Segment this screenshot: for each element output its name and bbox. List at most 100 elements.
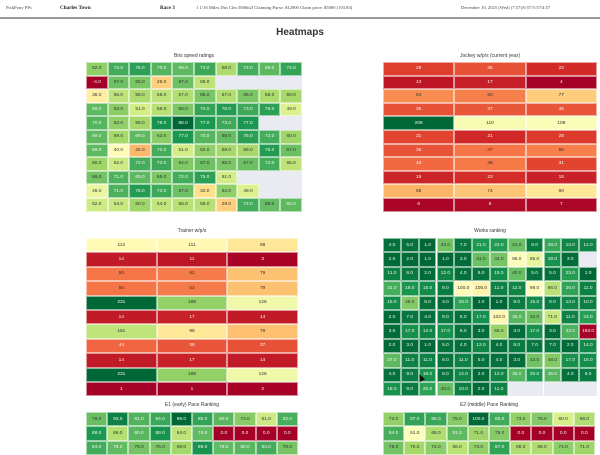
- heatmap-cell: 58.0: [258, 89, 281, 103]
- heatmap-title: Bris speed ratings: [173, 53, 215, 59]
- heatmap-cell: 4.0: [418, 310, 437, 325]
- empty-cell: [579, 252, 597, 267]
- heatmap-cell: 12.0: [436, 266, 455, 282]
- heatmap-cell: 1.0: [490, 295, 508, 310]
- heatmap-cell: 0.0: [573, 426, 595, 441]
- heatmap-cell: 3.0: [454, 252, 473, 267]
- heatmap-cell: 69.0: [170, 440, 192, 455]
- empty-cell: [258, 75, 281, 90]
- heatmap-cell: 0.0: [552, 426, 574, 441]
- heatmap-cell: 40.0: [436, 382, 455, 397]
- heatmap-cell: 33.0: [561, 324, 580, 339]
- heatmap-cell: 44: [86, 338, 157, 354]
- heatmap-cell: 1: [156, 382, 228, 397]
- heatmap-cell: 85.0: [525, 252, 544, 267]
- heatmap-cell: 68.0: [215, 130, 238, 144]
- heatmap-cell: 51.0: [172, 143, 194, 158]
- heatmap-cell: 231: [86, 367, 157, 382]
- race-info: 1 1/16 Miles Dirt Clm 5000n2l Claiming P…: [196, 5, 353, 10]
- heatmap-cell: 1: [86, 382, 157, 397]
- heatmap-cell: 81.0: [446, 426, 468, 441]
- heatmap-cell: 90: [525, 184, 597, 198]
- heatmap-cell: 73.0: [194, 62, 216, 76]
- heatmap-cell: 51.0: [404, 426, 426, 441]
- heatmap-cell: 56.0: [194, 198, 216, 212]
- heatmap-cell: 206: [383, 116, 455, 130]
- heatmap-cell: 12.0: [418, 324, 437, 339]
- heatmap-cell: 40.0: [507, 266, 526, 282]
- heatmap-cell: 18.0: [383, 382, 401, 397]
- heatmap-cell: 36: [525, 102, 597, 117]
- heatmap-cell: 2.0: [383, 310, 401, 325]
- heatmap-cell: 17: [156, 353, 228, 368]
- heatmap-title: E2 (middle) Pace Ranking: [459, 402, 519, 408]
- empty-cell: [237, 75, 259, 90]
- heatmap-cell: 4.0: [490, 338, 508, 354]
- heatmap-cell: 12.0: [472, 338, 490, 354]
- heatmap-cell: 9.0: [436, 310, 455, 325]
- heatmap-cell: 55.0: [490, 324, 508, 339]
- page-title: Heatmaps: [276, 27, 324, 38]
- heatmap-cell: 5.0: [454, 310, 473, 325]
- heatmap-cell: 76.0: [258, 143, 281, 158]
- heatmap-cell: 81.0: [128, 412, 150, 427]
- heatmap-cell: 2.0: [561, 338, 580, 354]
- heatmap-cell: 9.0: [579, 367, 597, 382]
- heatmap-cell: 0.0: [531, 426, 553, 441]
- empty-cell: [507, 382, 526, 397]
- heatmap-cell: 11.0: [490, 382, 508, 397]
- heatmap-cell: 4.0: [490, 353, 508, 368]
- heatmap-cell: 5.0: [525, 266, 544, 282]
- heatmap-cell: 77.0: [194, 116, 216, 130]
- heatmap-cell: 73.0: [467, 440, 489, 455]
- heatmap-cell: 77.0: [172, 130, 194, 144]
- heatmap-cell: 1.0: [418, 338, 437, 354]
- heatmap-cell: 74.0: [425, 440, 447, 455]
- track-name: Charles Town: [60, 5, 91, 11]
- heatmap-cell: 37: [227, 338, 298, 354]
- heatmap-cell: 15.0: [418, 281, 437, 296]
- heatmap-cell: 75.0: [129, 62, 151, 76]
- heatmap-cell: 111: [156, 238, 228, 253]
- heatmap-cell: 60.0: [129, 198, 151, 212]
- heatmap-cell: 7: [525, 198, 597, 212]
- heatmap-cell: 73.0: [234, 412, 256, 427]
- heatmap-cell: 67.0: [172, 75, 194, 90]
- heatmap-cell: 58.0: [129, 89, 151, 103]
- heatmap-cell: 0.0: [510, 426, 532, 441]
- heatmap-cell: 80.0: [213, 412, 235, 427]
- heatmap-cell: 84.0: [383, 426, 405, 441]
- heatmap-cell: 112: [86, 238, 157, 253]
- heatmap-cell: 64.0: [172, 157, 194, 171]
- heatmap-cell: 50: [86, 266, 157, 282]
- heatmap-cell: 36.0: [86, 89, 108, 103]
- heatmap-cell: 43: [383, 157, 455, 171]
- heatmap-cell: 75.0: [489, 426, 511, 441]
- heatmap-cell: 14: [86, 353, 157, 368]
- heatmap-cell: 72.0: [237, 198, 259, 212]
- heatmap-title: Trainer w/p/s: [177, 228, 207, 234]
- heatmap-cell: 29.0: [150, 75, 173, 90]
- heatmap-cell: 18.0: [543, 252, 562, 267]
- heatmap-cell: 41.0: [507, 238, 526, 253]
- heatmap-cell: 93.0: [107, 412, 129, 427]
- heatmap-cell: 23.0: [561, 266, 580, 282]
- heatmap-cell: 35.0: [543, 367, 562, 382]
- heatmap-cell: 25.0: [129, 143, 151, 158]
- heatmap-cell: 76.0: [129, 184, 151, 198]
- heatmap-cell: 60.0: [86, 157, 108, 171]
- heatmap-cell: 85.0: [192, 412, 214, 427]
- heatmap-cell: 8.0: [543, 295, 562, 310]
- heatmap-cell: 73.0: [510, 412, 532, 427]
- heatmap-cell: 75.0: [446, 412, 468, 427]
- heatmap-cell: 46.0: [86, 184, 108, 198]
- heatmap-cell: 12.0: [579, 238, 597, 253]
- heatmap-cell: 14: [86, 252, 157, 267]
- heatmap-cell: 63.0: [150, 130, 173, 144]
- heatmap-cell: 3.0: [436, 295, 455, 310]
- heatmap-cell: 66.0: [107, 426, 129, 441]
- heatmap-cell: 78.0: [150, 116, 173, 130]
- heatmap-cell: 69.0: [129, 130, 151, 144]
- heatmap-cell: 80.0: [128, 426, 150, 441]
- heatmap-cell: 5.0: [472, 353, 490, 368]
